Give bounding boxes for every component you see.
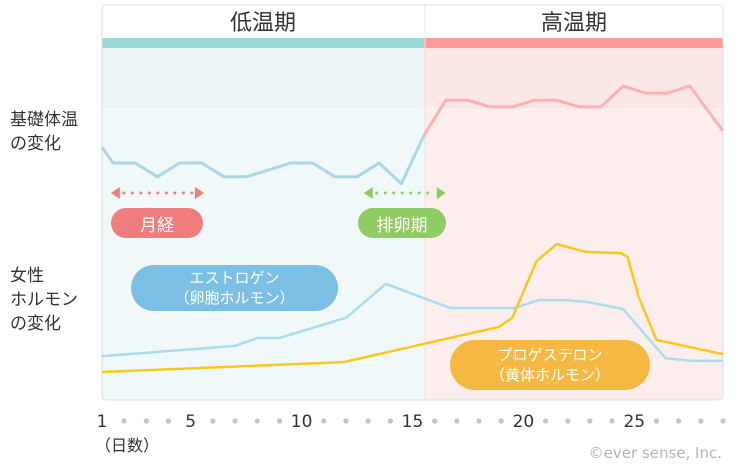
menstruation-label: 月経: [140, 215, 174, 236]
x-tick-dot: [165, 418, 172, 424]
x-tick-dot: [432, 418, 438, 424]
x-tick-dot: [321, 418, 327, 424]
hormone-label-line-2: ホルモン: [10, 290, 78, 310]
header-background: [102, 5, 723, 38]
temperature-low-line: [100, 135, 425, 186]
x-tick-dot: [387, 418, 393, 424]
menstruation-range-arrow: [110, 187, 205, 199]
copyright: ©ever sense, Inc.: [588, 444, 722, 462]
x-tick-label: 10: [291, 412, 313, 432]
progesterone-label: プロゲステロン: [497, 346, 603, 364]
x-tick-dot: [720, 418, 726, 424]
x-tick-label: 5: [185, 412, 196, 432]
x-tick-dot: [254, 418, 260, 424]
menstruation-arrow-right: [195, 187, 205, 199]
x-tick-dot: [653, 418, 660, 424]
x-tick-dot: [498, 418, 504, 424]
hormone-label-line-1: 女性: [10, 266, 44, 286]
x-tick-dot: [276, 418, 283, 424]
x-tick-dot: [476, 418, 482, 424]
x-tick-dot: [698, 418, 704, 424]
temperature-label-line-1: 基礎体温: [10, 110, 78, 130]
estrogen-label: エストロゲン: [189, 269, 280, 287]
x-tick-dot: [454, 418, 460, 424]
x-tick-label: 15: [402, 412, 424, 432]
x-tick-dot: [565, 418, 571, 424]
x-tick-dot: [232, 418, 238, 424]
temperature-high-line: [422, 84, 725, 137]
progesterone-sublabel: （黄体ホルモン）: [489, 366, 610, 384]
x-tick-dot: [365, 418, 371, 424]
low-phase-title: 低温期: [230, 11, 296, 36]
x-tick-label: 1: [97, 412, 108, 432]
menstruation-badge: 月経: [111, 208, 203, 238]
x-tick-dot: [143, 418, 149, 424]
temperature-side-label: 基礎体温 の変化: [10, 108, 78, 156]
hormone-side-label: 女性 ホルモン の変化: [10, 264, 78, 336]
estrogen-sublabel: （卵胞ホルモン）: [174, 289, 295, 307]
x-tick-dot: [587, 418, 593, 424]
temperature-label-line-2: の変化: [10, 134, 61, 154]
high-phase-bar: [423, 38, 723, 48]
progesterone-badge: プロゲステロン （黄体ホルモン）: [450, 340, 650, 390]
plot-frame: [101, 4, 724, 401]
x-tick-dot: [210, 418, 216, 424]
high-phase-band-shade: [423, 48, 723, 108]
ovulation-range-arrow: [363, 187, 446, 199]
x-tick-label: 20: [513, 412, 535, 432]
ovulation-badge: 排卵期: [358, 208, 446, 238]
x-axis-unit: （日数）: [95, 436, 160, 455]
x-tick-label: 25: [623, 412, 645, 432]
high-phase-title: 高温期: [541, 11, 607, 36]
x-tick-dot: [343, 418, 349, 424]
estrogen-badge: エストロゲン （卵胞ホルモン）: [131, 265, 338, 311]
x-tick-dot: [676, 418, 682, 424]
x-tick-dot: [542, 418, 549, 424]
hormone-label-line-3: の変化: [10, 314, 61, 334]
ovulation-label: 排卵期: [376, 215, 428, 236]
ovulation-arrow-left: [363, 187, 373, 199]
menstruation-arrow-left: [110, 187, 120, 199]
x-tick-dot: [121, 418, 127, 424]
low-phase-bar: [102, 38, 424, 48]
x-tick-dot: [609, 418, 615, 424]
estrogen-line: [101, 282, 723, 363]
ovulation-arrow-right: [436, 187, 446, 199]
low-phase-band-shade: [102, 48, 424, 108]
progesterone-line: [101, 242, 724, 374]
